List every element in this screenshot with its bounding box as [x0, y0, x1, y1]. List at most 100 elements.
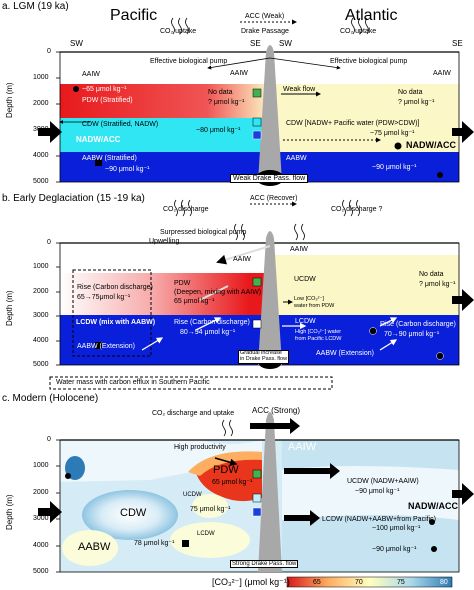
acc-label-c: ACC (Strong) [252, 406, 301, 415]
pdw-layer-a [60, 84, 270, 118]
weak-flow-label-a: Weak flow [283, 86, 316, 93]
co2-discharge-right-b: CO₂ discharge ? [331, 206, 383, 213]
co2-discharge-left-b: CO₂ discharge [163, 206, 209, 213]
tick-a-5000: 5000 [33, 178, 49, 185]
ucdw-right-c: UCDW (NADW+AAIW) [347, 478, 419, 485]
tick-c-5000: 5000 [33, 568, 49, 575]
aaiw-center-b: AAIW [233, 256, 251, 263]
tick-a-0: 0 [47, 48, 51, 55]
ucdw-right-value-c: ~90 μmol kg⁻¹ [355, 488, 400, 495]
v75-c: 75 μmol kg⁻¹ [190, 506, 231, 513]
pdw-label-a: PDW (Stratified) [82, 97, 133, 104]
pdw-value-b: 65 μmol kg⁻¹ [174, 298, 215, 305]
sw-left-a: SW [70, 39, 83, 48]
panel-c [38, 412, 474, 588]
low-co3-b: Low [CO₃²⁻] [294, 296, 324, 302]
v78-c: 78 μmol kg⁻¹ [134, 540, 175, 547]
pump-left-a: Effective biological pump [150, 58, 228, 65]
tick-a-4000: 4000 [33, 152, 49, 159]
ylabel-c: Depth (m) [5, 494, 14, 530]
rise-right-b: Rise (Carbon discharge) [380, 321, 456, 328]
aabw-label-c: AABW [78, 541, 111, 553]
aaiw-left-a: AAIW [82, 71, 100, 78]
nodata-right2-a: ? μmol kg⁻¹ [398, 99, 435, 106]
cdw-label-a: CDW (Stratified, NADW) [82, 121, 159, 128]
lcdw-left-b: LCDW (mix with AABW) [76, 319, 156, 326]
gradual-line2-b: in Drake Pass. flow [240, 355, 288, 362]
tick-b-0: 0 [47, 239, 51, 246]
acc-label-b: ACC (Recover) [250, 195, 298, 202]
site-marker-green-a [252, 88, 262, 98]
lcdw-small-c: LCDW [197, 531, 215, 537]
co2-squiggle-a-left [171, 17, 189, 35]
ylabel-b: Depth (m) [5, 290, 14, 326]
inflow-arrow-left-c [38, 501, 62, 523]
outflow-arrow-right-a [452, 121, 474, 143]
tick-a-3000: 3000 [33, 126, 49, 133]
atlantic-header: Atlantic [345, 7, 398, 24]
colorbar [286, 576, 453, 588]
site-marker-cyan-a [252, 117, 262, 127]
legend-text-b: Water mass with carbon efflux in Souther… [56, 379, 210, 386]
tick-b-3000: 3000 [33, 312, 49, 319]
nadw-left-a: NADW/ACC [76, 135, 121, 144]
gradual-line1-b: Gradual increase [240, 350, 282, 356]
atlantic-upper-layer-b [270, 255, 459, 315]
nadw-label-c: NADW/ACC [408, 501, 458, 511]
colorbar-tick-75: 75 [397, 579, 405, 586]
productivity-label-c: High productivity [174, 444, 226, 451]
aabw-left-b: AABW (Extension) [77, 343, 135, 350]
legend-box-b [49, 376, 333, 390]
drake-ridge-c [258, 412, 282, 572]
lcdw-right-b: LCDW [295, 318, 316, 325]
drake-ridge-a [258, 45, 282, 182]
panel-c-title: c. Modern (Holocene) [2, 393, 99, 404]
pump-label-b: Surpressed biological pump [160, 229, 247, 236]
ucdw-left-c: UCDW [183, 492, 202, 498]
drake-flow-label-a: Weak Drake Pass. flow [230, 174, 309, 184]
rise-center-b: Rise (Carbon discharge) [174, 319, 250, 326]
rise-center-value-b: 80→94 μmol kg⁻¹ [180, 329, 236, 336]
high-co3-b: High [CO₃²⁻] water [295, 329, 342, 335]
site-marker-blue-a [252, 130, 262, 140]
aaiw-label-c: AAIW [288, 441, 317, 453]
colorbar-tick-80: 80 [440, 579, 448, 586]
tick-c-3000: 3000 [33, 515, 49, 522]
cdw-layer-a [60, 118, 270, 152]
low-co3-src-b: water from PDW [294, 303, 335, 309]
co2-label-c: CO₂ discharge and uptake [152, 410, 235, 417]
se-right-a: SE [452, 39, 463, 48]
rise-left-b: Rise (Carbon discharge) [77, 284, 153, 291]
aaiw-center-a: AAIW [230, 70, 248, 77]
acc-arrow-c [250, 418, 300, 434]
v65-a: ~65 μmol kg⁻¹ [82, 86, 127, 93]
cdw-label-c: CDW [120, 507, 147, 519]
drake-flow-label-c: Strong Drake Pass. flow [230, 560, 299, 569]
ylabel-a: Depth (m) [5, 82, 14, 118]
tick-a-2000: 2000 [33, 100, 49, 107]
pump-right-a: Effective biological pump [330, 58, 408, 65]
v75-a: ~75 μmol kg⁻¹ [370, 130, 415, 137]
tick-c-1000: 1000 [33, 462, 49, 469]
tick-c-2000: 2000 [33, 489, 49, 496]
gradual-label-b: Gradual increase in Drake Pass. flow [238, 350, 290, 364]
high-co3-src-b: from Pacific LCDW [295, 336, 342, 342]
v90-right-a: ~90 μmol kg⁻¹ [372, 164, 417, 171]
co2-uptake-left-a: CO₂ uptake [160, 28, 197, 35]
inflow-arrow-left-a [38, 121, 62, 143]
se-left-a: SE [250, 39, 261, 48]
nodata2-b: ? μmol kg⁻¹ [419, 281, 456, 288]
site-marker-black-a [95, 159, 102, 166]
co2-uptake-right-a: CO₂ uptake [340, 28, 377, 35]
nadw-right-a: NADW/ACC [406, 140, 456, 150]
panel-b-title: b. Early Deglaciation (15 -19 ka) [2, 193, 145, 204]
tick-b-2000: 2000 [33, 288, 49, 295]
pdw-label-b: PDW [174, 280, 191, 287]
aaiw-layer-a [60, 52, 459, 84]
site-marker-circle-a1 [73, 86, 79, 92]
pdw-desc-b: (Deepen, mixing with AAIW) [174, 289, 262, 296]
tick-b-1000: 1000 [33, 263, 49, 270]
pdw-layer-b [60, 273, 270, 315]
atlantic-mid-layer-a [270, 118, 459, 152]
lcdw-right-value-c: ~100 μmol kg⁻¹ [372, 525, 421, 532]
